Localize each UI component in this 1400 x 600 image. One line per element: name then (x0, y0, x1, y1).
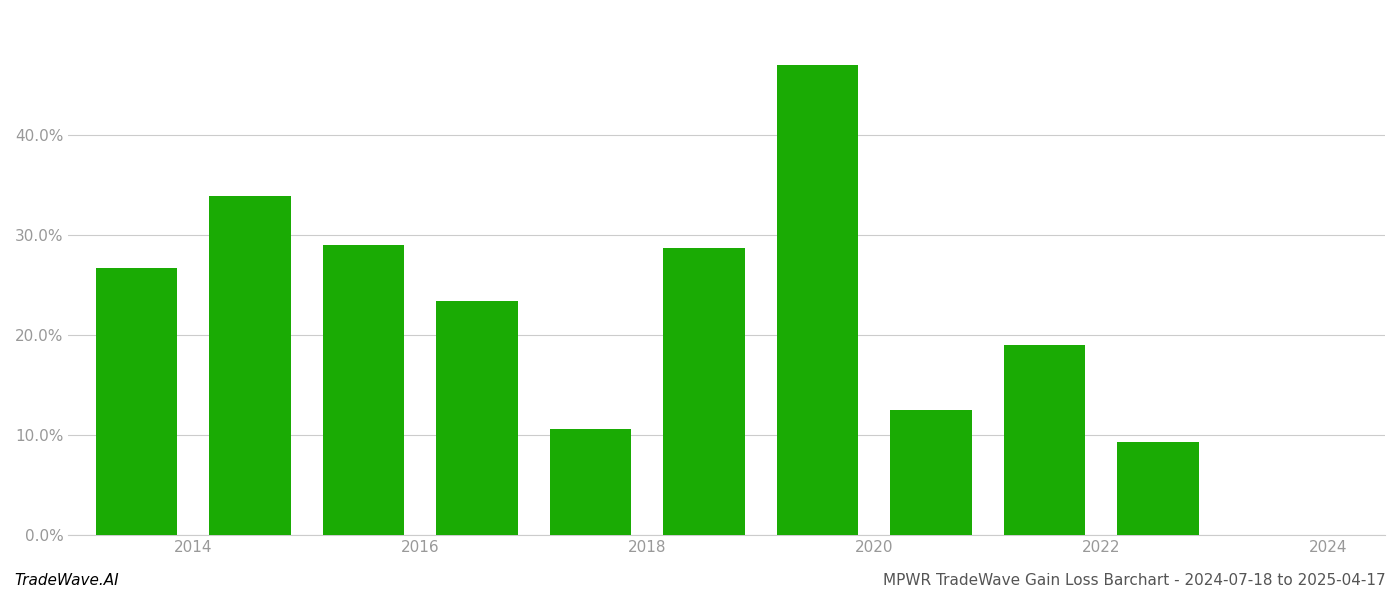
Bar (209, 196, 291, 535)
Bar (550, 429, 631, 535)
Bar (777, 65, 858, 535)
Bar (322, 245, 405, 535)
Text: MPWR TradeWave Gain Loss Barchart - 2024-07-18 to 2025-04-17: MPWR TradeWave Gain Loss Barchart - 2024… (883, 573, 1386, 588)
Text: TradeWave.AI: TradeWave.AI (14, 573, 119, 588)
Bar (95, 268, 178, 535)
Bar (890, 410, 972, 535)
Bar (664, 248, 745, 535)
Bar (437, 301, 518, 535)
Bar (1117, 442, 1198, 535)
Bar (1004, 345, 1085, 535)
